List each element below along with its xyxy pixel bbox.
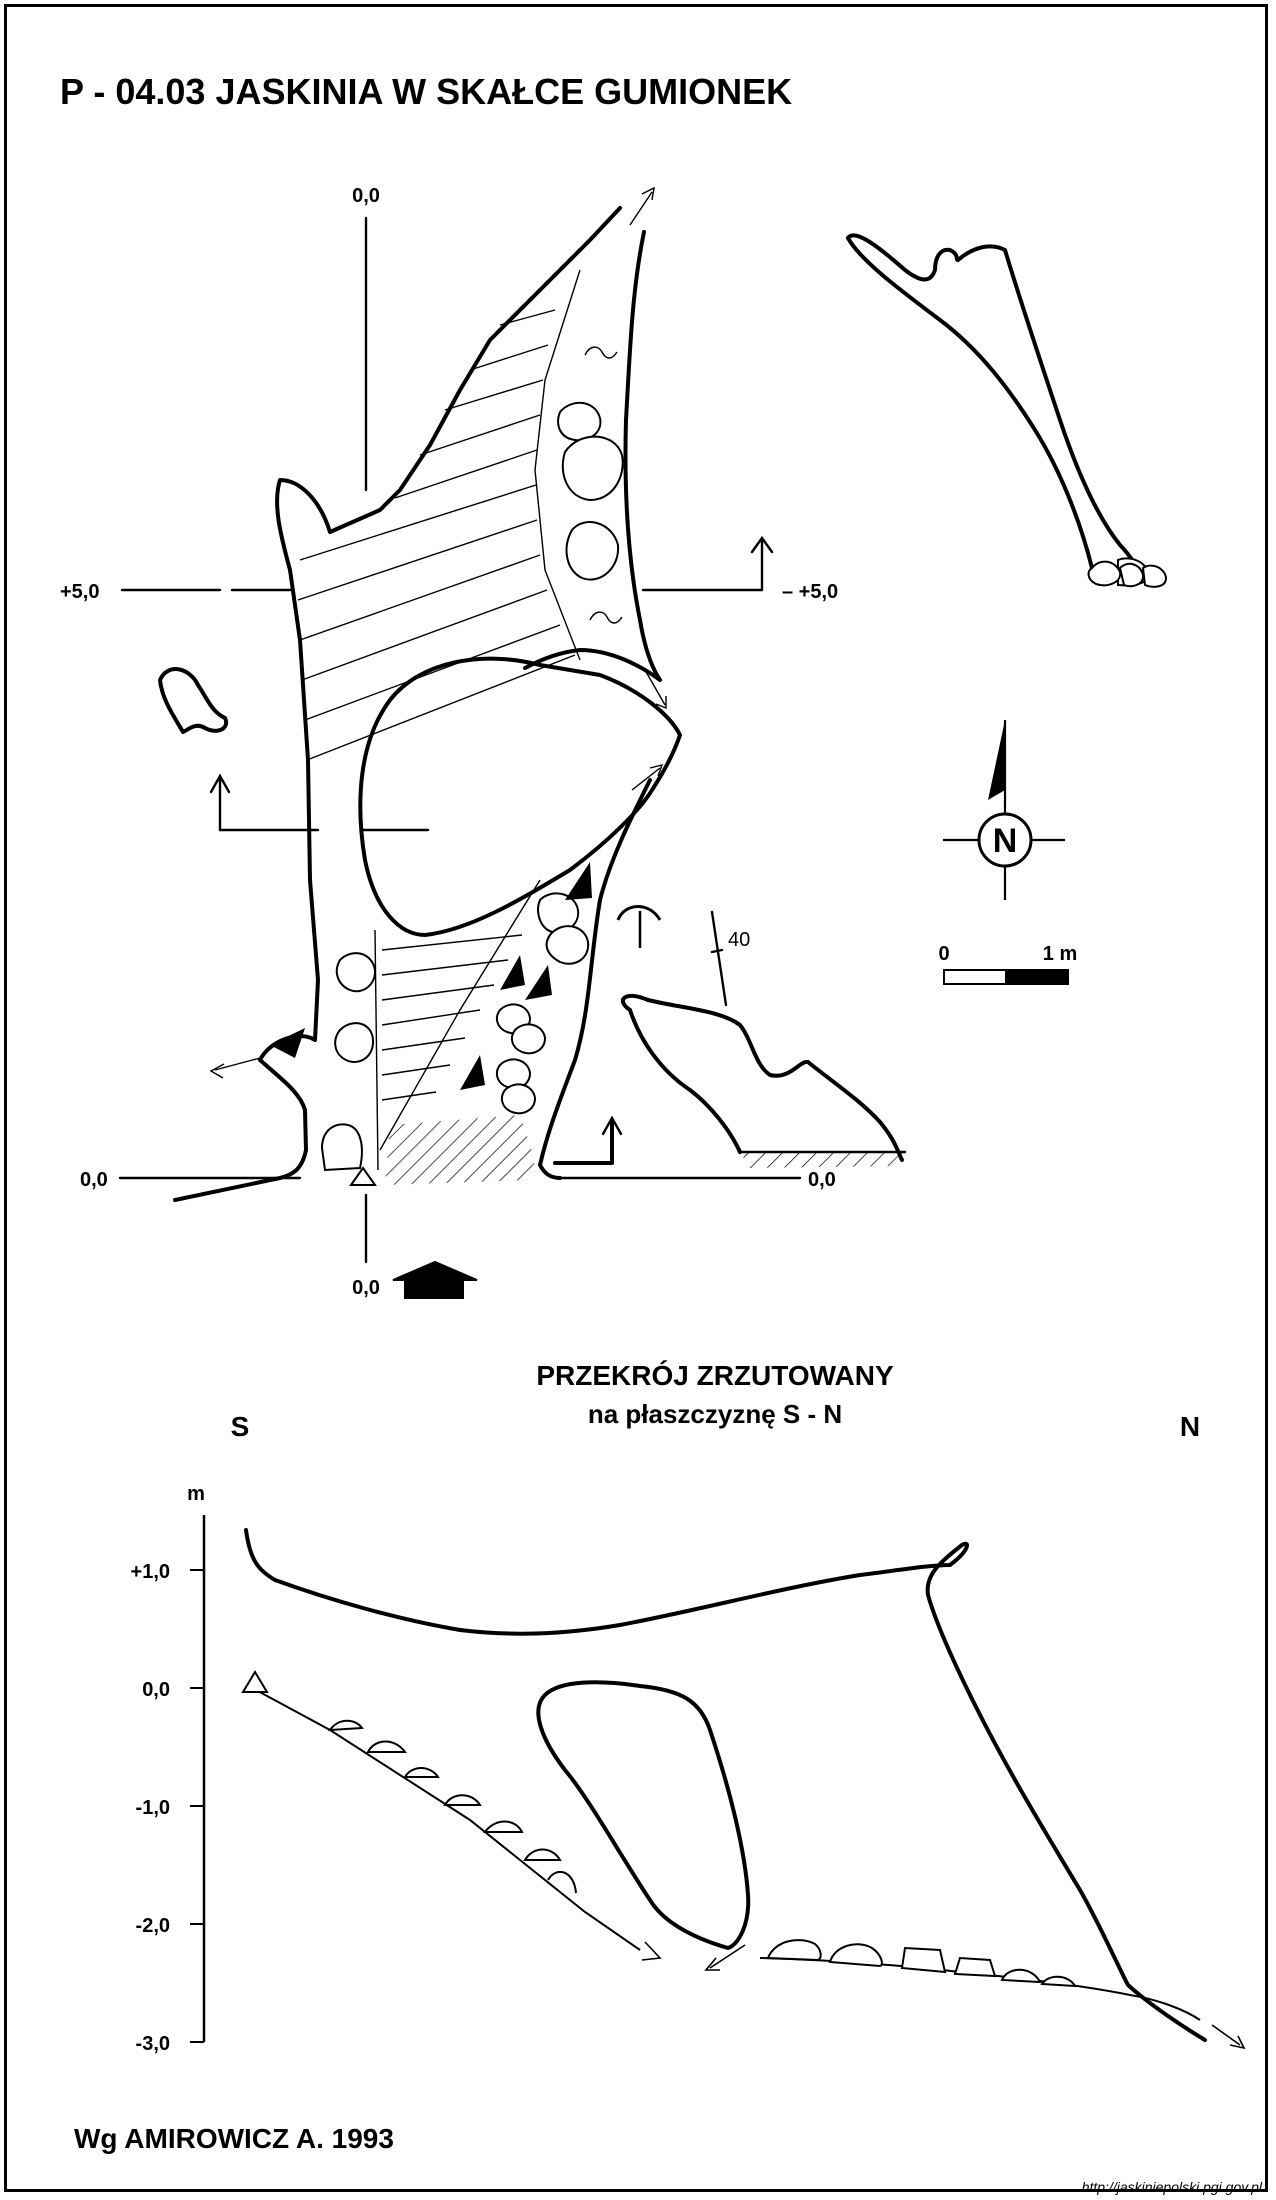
- map-frame: [4, 4, 1268, 2192]
- axis-tick-label: -3,0: [136, 2033, 170, 2055]
- entrance-arrow-icon: [392, 1260, 478, 1299]
- section-title: PRZEKRÓJ ZRZUTOWANY: [536, 1360, 894, 1391]
- right-zero-label: 0,0: [808, 1169, 836, 1191]
- north-letter: N: [993, 822, 1018, 860]
- scale-bar: 0 1 m: [938, 943, 1077, 985]
- north-arrow-icon: N: [943, 720, 1065, 900]
- small-chamber-left: [158, 667, 229, 734]
- section-view: PRZEKRÓJ ZRZUTOWANY na płaszczyznę S - N…: [131, 1360, 1246, 2055]
- section-marker-arrow-left: [209, 773, 231, 794]
- dip-label: 40: [728, 929, 750, 951]
- section-subtitle: na płaszczyznę S - N: [588, 1399, 842, 1429]
- section-marker-arrow-lower: [601, 1115, 623, 1136]
- scale-one-label: 1 m: [1043, 943, 1077, 965]
- cave-wall-left: [173, 206, 622, 1202]
- cave-wall-lower-right: [538, 778, 652, 1180]
- map-title: P - 04.03 JASKINIA W SKAŁCE GUMIONEK: [60, 71, 792, 112]
- triangle-datum-icon: [241, 1670, 269, 1693]
- axis-tick-label: +1,0: [131, 1561, 170, 1583]
- section-pillar: [536, 1680, 751, 1950]
- water-symbol-icon: [584, 346, 618, 359]
- right-plus5-label: – +5,0: [782, 581, 838, 603]
- cave-wall-right: [523, 230, 662, 682]
- triangle-datum-icon: [349, 1166, 377, 1186]
- slope-hatching-lower: [381, 934, 523, 1101]
- slope-boundary: [534, 269, 581, 661]
- upper-right-passage: [846, 233, 1142, 572]
- source-url: http://jaskiniepolski.pgi.gov.pl: [1082, 2179, 1263, 2195]
- cave-pillar: [358, 656, 682, 937]
- section-floor-upper: [255, 1689, 641, 1951]
- north-label: N: [1180, 1411, 1200, 1442]
- scale-zero-label: 0: [938, 943, 949, 965]
- overhang-symbol-icon: [616, 905, 662, 921]
- section-ceiling: [244, 1528, 1207, 2042]
- side-passage-wall: [621, 993, 904, 1162]
- axis-tick-label: -1,0: [136, 1797, 170, 1819]
- top-zero-label: 0,0: [352, 185, 380, 207]
- lower-boundary-left: [374, 929, 379, 1171]
- bottom-zero-label: 0,0: [352, 1277, 380, 1299]
- axis-tick-label: -2,0: [136, 1915, 170, 1937]
- axis-unit-label: m: [187, 1483, 205, 1505]
- axis-tick-label: 0,0: [142, 1679, 170, 1701]
- plan-view: 0,0 +5,0 – +5,0 0,0 0,0 0,0: [60, 185, 1168, 1299]
- dip-line: [710, 910, 728, 1007]
- sediment-patch: [385, 1115, 535, 1185]
- south-label: S: [231, 1411, 250, 1442]
- slope-hatching-upper: [297, 309, 576, 761]
- author-credit: Wg AMIROWICZ A. 1993: [74, 2123, 394, 2154]
- left-zero-label: 0,0: [80, 1169, 108, 1191]
- left-plus5-label: +5,0: [60, 581, 99, 603]
